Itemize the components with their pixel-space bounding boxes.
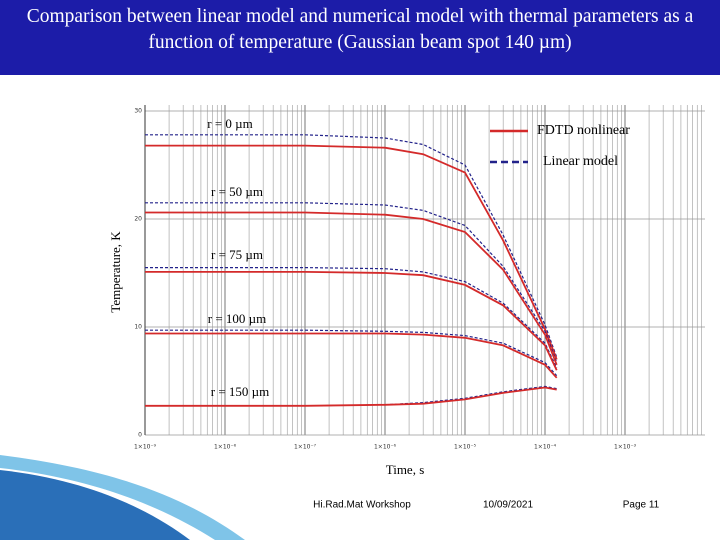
x-tick-label: 1×10⁻⁸ xyxy=(214,444,237,451)
header-box: Comparison between linear model and nume… xyxy=(26,6,694,53)
legend-label: Linear model xyxy=(543,154,618,169)
x-tick-label: 1×10⁻⁴ xyxy=(534,444,557,451)
linear-line xyxy=(145,134,558,358)
header-band xyxy=(0,0,720,75)
fdtd-line xyxy=(145,271,558,371)
legend-label: FDTD nonlinear xyxy=(537,123,630,138)
curve-label: r = 150 µm xyxy=(211,384,270,399)
x-tick-label: 1×10⁻³ xyxy=(614,444,637,451)
linear-line xyxy=(145,202,558,363)
decor-swoosh xyxy=(0,455,245,540)
x-tick-label: 1×10⁻⁷ xyxy=(294,444,317,451)
y-tick-label: 30 xyxy=(134,108,142,115)
y-tick-label: 0 xyxy=(138,432,142,439)
y-tick-label: 20 xyxy=(134,216,142,223)
y-axis-label: Temperature, K xyxy=(108,231,123,313)
linear-line xyxy=(145,267,558,369)
fdtd-line xyxy=(145,144,558,360)
y-tick-label: 10 xyxy=(134,324,142,331)
curve-label: r = 50 µm xyxy=(211,184,263,199)
linear-line xyxy=(145,385,557,407)
header-title: Comparison between linear model and nume… xyxy=(26,6,694,53)
x-tick-label: 1×10⁻⁹ xyxy=(134,444,157,451)
x-axis-label: Time, s xyxy=(386,462,425,477)
x-tick-label: 1×10⁻⁵ xyxy=(454,444,477,451)
fdtd-line xyxy=(145,386,557,407)
curve-label: r = 0 µm xyxy=(207,116,253,131)
footer-date: 10/09/2021 xyxy=(483,500,533,511)
fdtd-line xyxy=(145,211,558,366)
footer-event: Hi.Rad.Mat Workshop xyxy=(313,500,411,511)
linear-line xyxy=(145,329,558,377)
footer-page: Page 11 xyxy=(623,500,660,511)
curve-label: r = 100 µm xyxy=(208,311,267,326)
curve-label: r = 75 µm xyxy=(211,247,263,262)
x-tick-label: 1×10⁻⁶ xyxy=(374,444,397,451)
fdtd-line xyxy=(145,332,558,379)
decor-swoosh-dark xyxy=(0,470,190,540)
